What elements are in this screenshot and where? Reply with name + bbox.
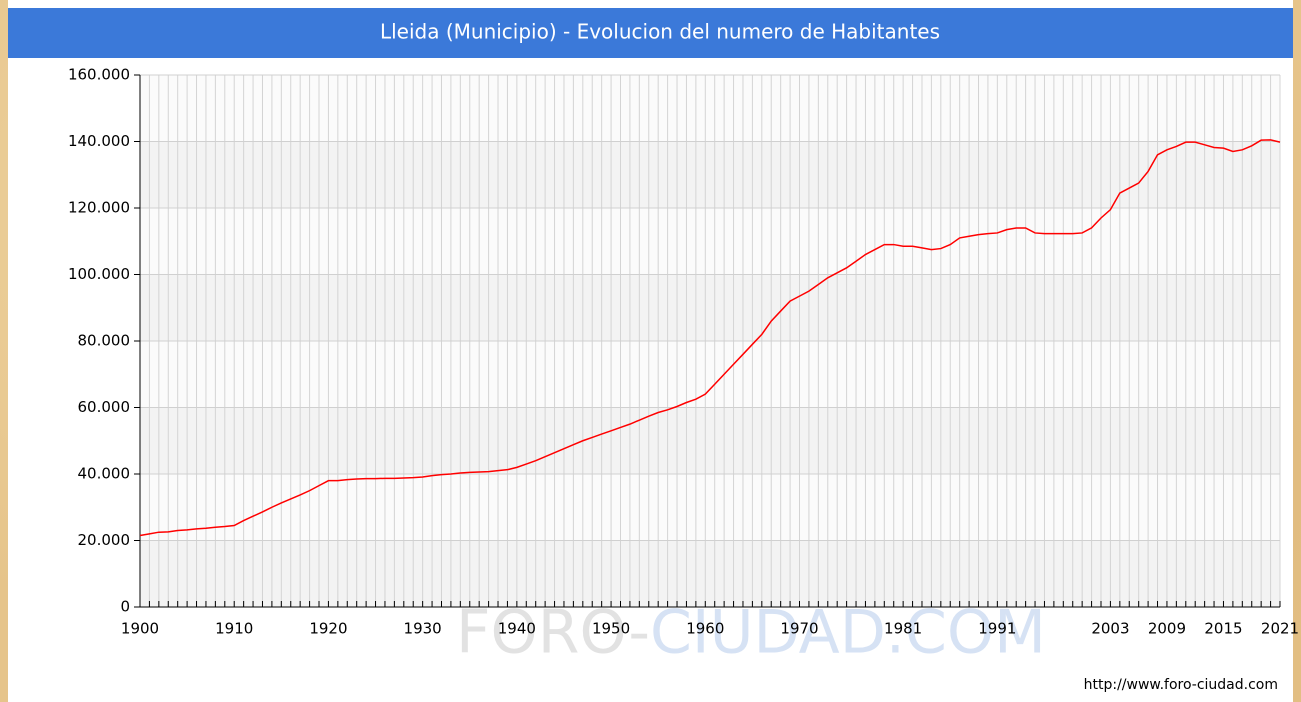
x-tick-label: 2009 <box>1148 620 1186 638</box>
grid-band <box>140 540 1280 607</box>
grid-band <box>140 208 1280 275</box>
x-tick-label: 1950 <box>592 620 630 638</box>
data-line <box>139 139 1281 537</box>
title-bar <box>8 8 1293 58</box>
y-tick-label: 20.000 <box>78 531 131 549</box>
x-tick-label: 1940 <box>498 620 536 638</box>
y-tick-label: 120.000 <box>68 199 130 217</box>
x-tick-label: 2021 <box>1261 620 1299 638</box>
source: http://www.foro-ciudad.com <box>1084 677 1278 693</box>
grid-band <box>140 274 1280 341</box>
chart-title: Lleida (Municipio) - Evolucion del numer… <box>380 20 940 44</box>
x-tick-label: 1910 <box>215 620 253 638</box>
grid-band <box>140 75 1280 142</box>
x-tick-label: 1960 <box>686 620 724 638</box>
y-tick-label: 60.000 <box>78 398 131 416</box>
grid-band <box>140 474 1280 541</box>
x-tick-label: 1920 <box>309 620 347 638</box>
x-tick-label: 2015 <box>1204 620 1242 638</box>
x-tick-label: 1930 <box>404 620 442 638</box>
y-tick-label: 80.000 <box>78 332 131 350</box>
y-tick-label: 160.000 <box>68 66 130 84</box>
y-tick-label: 40.000 <box>78 465 131 483</box>
x-tick-label: 1970 <box>780 620 818 638</box>
grid-band <box>140 341 1280 408</box>
grid-band <box>140 407 1280 474</box>
y-tick-label: 100.000 <box>68 265 130 283</box>
watermark: CIUDAD.COM <box>650 598 1046 668</box>
y-tick-label: 0 <box>120 598 130 616</box>
grid-band <box>140 141 1280 208</box>
y-tick-label: 140.000 <box>68 132 130 150</box>
x-tick-label: 1900 <box>121 620 159 638</box>
watermark: FORO- <box>456 598 650 668</box>
x-tick-label: 1981 <box>884 620 922 638</box>
x-tick-label: 1991 <box>978 620 1016 638</box>
x-tick-label: 2003 <box>1091 620 1129 638</box>
